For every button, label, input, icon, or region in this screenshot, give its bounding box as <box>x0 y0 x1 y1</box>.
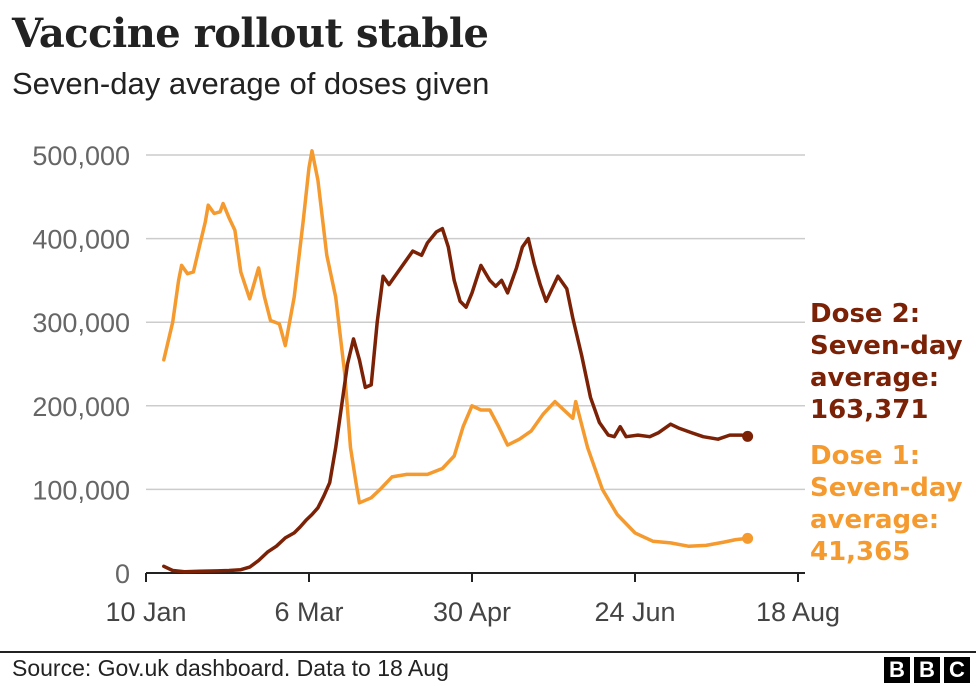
dose-2-end-point <box>742 430 754 442</box>
x-tick-label: 24 Jun <box>594 597 675 627</box>
dose1-annotation-line: average: <box>810 505 939 535</box>
chart-subtitle: Seven-day average of doses given <box>12 66 490 101</box>
logo-letter: C <box>944 657 970 683</box>
y-tick-label: 500,000 <box>32 141 130 171</box>
y-tick-label: 100,000 <box>32 475 130 505</box>
dose1-annotation-line: 41,365 <box>810 537 910 567</box>
logo-letter: B <box>884 657 910 683</box>
footer-divider <box>0 651 976 653</box>
gridlines <box>146 154 805 491</box>
bbc-logo: B B C <box>884 657 970 683</box>
y-tick-label: 0 <box>115 559 130 589</box>
logo-letter: B <box>914 657 940 683</box>
dose1-annotation-line: Seven-day <box>810 473 963 503</box>
source-note: Source: Gov.uk dashboard. Data to 18 Aug <box>12 655 449 681</box>
dose-1-line <box>162 149 750 548</box>
dose2-annotation-line: average: <box>810 363 939 393</box>
y-tick-label: 400,000 <box>32 225 130 255</box>
dose-2-line <box>162 226 750 574</box>
dose2-annotation-line: 163,371 <box>810 395 928 425</box>
dose1-annotation: Dose 1: Seven-day average: 41,365 <box>810 441 963 567</box>
line-chart: 0 100,000 200,000 300,000 400,000 500,000 10 … <box>32 141 963 627</box>
x-tick-label: 18 Aug <box>756 597 840 627</box>
chart-title: Vaccine rollout stable <box>12 10 489 57</box>
x-tick-label: 30 Apr <box>433 597 511 627</box>
y-tick-label: 300,000 <box>32 308 130 338</box>
x-tick-label: 6 Mar <box>274 597 343 627</box>
dose2-annotation-line: Dose 2: <box>810 299 920 329</box>
dose-1-end-point <box>742 532 754 544</box>
x-axis: 10 Jan 6 Mar 30 Apr 24 Jun 18 Aug <box>105 572 840 627</box>
dose2-annotation-line: Seven-day <box>810 331 963 361</box>
series-lines <box>162 149 754 574</box>
y-tick-label: 200,000 <box>32 392 130 422</box>
dose1-annotation-line: Dose 1: <box>810 441 920 471</box>
x-tick-label: 10 Jan <box>105 597 186 627</box>
dose2-annotation: Dose 2: Seven-day average: 163,371 <box>810 299 963 425</box>
y-axis-tick-labels: 0 100,000 200,000 300,000 400,000 500,000 <box>32 141 130 589</box>
